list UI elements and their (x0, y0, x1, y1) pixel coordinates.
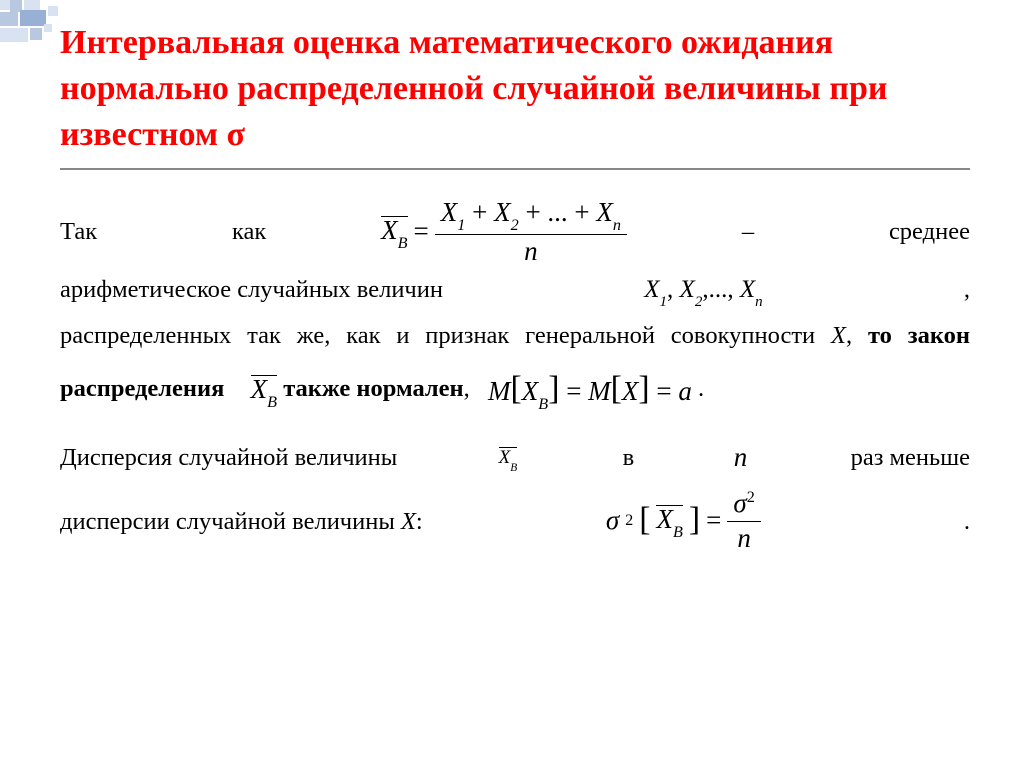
text: дисперсии случайной величины (60, 508, 401, 535)
formula-xbar-small: XB (499, 440, 518, 475)
formula-n: n (734, 433, 748, 483)
text: – (742, 209, 754, 254)
text: , (846, 322, 868, 349)
formula-variance: σ2 [XB] = σ2 n (606, 489, 761, 553)
text: . (698, 374, 704, 401)
text: как (232, 209, 266, 254)
text: , (464, 374, 470, 401)
text-bold: также нормален (283, 374, 463, 401)
text: Так (60, 209, 97, 254)
text: раз меньше (851, 435, 970, 480)
formula-sample-mean: XB = X1 + X2 + ... + Xn n (381, 198, 627, 267)
formula-xbar-1: XB (251, 365, 277, 415)
formula-x-list: X1, X2,..., Xn (644, 267, 762, 314)
paragraph-2: Дисперсия случайной величины XB в n раз … (60, 433, 970, 553)
text: среднее (889, 209, 970, 254)
text: в (623, 435, 635, 480)
slide-body: Так как XB = X1 + X2 + ... + Xn n (60, 198, 970, 554)
text: распределенных так же, как и признак ген… (60, 322, 831, 349)
formula-expectation: M[XB] = M[X] = a (488, 359, 692, 421)
text-italic: X (831, 322, 846, 349)
text: , (964, 267, 970, 312)
text: : (416, 508, 423, 535)
text: . (964, 499, 970, 544)
slide: Интервальная оценка математического ожид… (60, 20, 970, 553)
slide-title: Интервальная оценка математического ожид… (60, 20, 970, 170)
text: арифметическое случайных величин (60, 267, 443, 312)
text: Дисперсия случайной величины (60, 435, 397, 480)
paragraph-1: Так как XB = X1 + X2 + ... + Xn n (60, 198, 970, 421)
text-italic: X (401, 508, 416, 535)
